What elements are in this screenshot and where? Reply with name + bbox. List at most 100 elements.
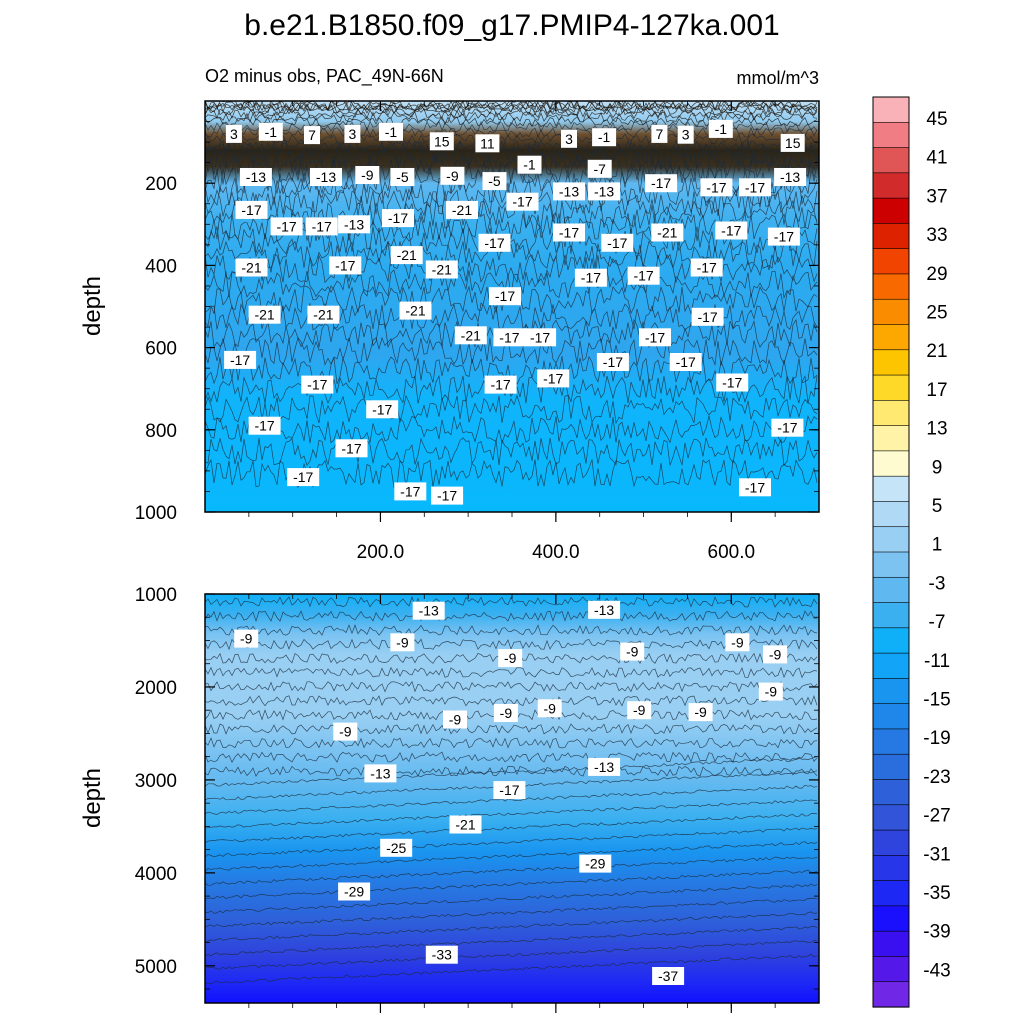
colorbar-swatch: [872, 374, 910, 401]
svg-text:-1: -1: [265, 124, 278, 140]
upper-contour-lines: [205, 101, 818, 488]
contour-label: -13: [239, 168, 272, 186]
colorbar-swatch: [872, 829, 910, 856]
svg-text:15: 15: [434, 133, 450, 149]
colorbar-label: -3: [929, 573, 946, 594]
colorbar-swatch: [872, 197, 910, 224]
contour-label: -13: [588, 600, 621, 619]
colorbar-label: -15: [923, 690, 950, 711]
y-tick-label: 4000: [135, 864, 177, 885]
contour-label: -13: [553, 182, 585, 201]
contour-label: -9: [725, 633, 750, 652]
contour-label: -9: [493, 704, 518, 722]
contour-label: -1: [592, 128, 617, 147]
colorbar-label: 5: [932, 496, 943, 517]
svg-text:-17: -17: [254, 418, 274, 434]
lower-contour-labels: -13 -13 -9 -9 -9 -9 -9 -9 -9 -9 -9 -9 -9 -9 -9 -13 -13 -1…: [234, 600, 788, 985]
svg-text:-13: -13: [316, 169, 336, 185]
svg-text:-17: -17: [774, 229, 794, 245]
lower-ylabel: depth: [79, 768, 106, 828]
svg-text:-9: -9: [504, 650, 517, 666]
colorbar-swatch: [872, 425, 910, 452]
colorbar-swatch: [872, 121, 910, 149]
svg-text:-9: -9: [626, 644, 639, 660]
svg-text:-9: -9: [633, 702, 646, 718]
contour-label: -1: [258, 122, 283, 141]
svg-text:7: 7: [656, 126, 664, 142]
contour-label: -1: [517, 155, 542, 174]
svg-text:-17: -17: [607, 235, 627, 251]
contour-label: 7: [304, 126, 320, 145]
contour-label: -17: [596, 353, 629, 371]
contour-label: -25: [380, 838, 413, 857]
colorbar-swatch: [872, 475, 910, 503]
colorbar-swatch: [872, 804, 910, 831]
colorbar-swatch: [872, 551, 910, 578]
svg-text:-17: -17: [721, 223, 741, 239]
contour-label: -17: [329, 256, 362, 275]
contour-label: -17: [739, 478, 771, 497]
contour-label: -17: [493, 781, 526, 800]
contour-label: -17: [537, 369, 570, 388]
svg-text:3: 3: [565, 131, 573, 147]
svg-text:-21: -21: [455, 817, 475, 833]
contour-label: -17: [524, 328, 557, 347]
colorbar-label: 25: [926, 303, 947, 324]
contour-label: 3: [225, 124, 242, 143]
svg-text:-17: -17: [230, 352, 250, 368]
svg-text:-21: -21: [405, 303, 425, 319]
svg-text:-17: -17: [388, 210, 408, 226]
svg-text:-17: -17: [722, 375, 742, 391]
contour-label: -17: [715, 221, 748, 240]
contour-label: -13: [774, 168, 807, 186]
colorbar-swatch: [872, 981, 910, 1008]
svg-text:-17: -17: [335, 257, 355, 273]
colorbar-swatch: [872, 526, 910, 553]
svg-text:-17: -17: [499, 782, 519, 798]
contour-label: -17: [639, 328, 671, 347]
svg-text:-9: -9: [694, 704, 707, 720]
contour-label: -13: [412, 601, 445, 620]
colorbar-swatch: [872, 779, 910, 806]
svg-text:-29: -29: [585, 856, 605, 872]
contour-label: -17: [645, 174, 678, 193]
svg-text:-9: -9: [769, 646, 782, 662]
svg-text:-25: -25: [386, 840, 406, 856]
svg-text:-21: -21: [397, 247, 417, 263]
colorbar-swatch: [872, 96, 910, 123]
contour-label: -9: [688, 703, 713, 722]
svg-text:-1: -1: [385, 124, 398, 140]
colorbar-label: -23: [923, 767, 950, 788]
svg-text:-17: -17: [484, 235, 504, 251]
svg-text:-17: -17: [645, 329, 665, 345]
upper-contour-labels: 3 -1 7 3 -115 11 3 -1 7 3 -115-13 -13 -9 -5 -9 -5-1-13-…: [224, 119, 807, 505]
svg-text:-9: -9: [765, 684, 778, 700]
y-tick-label: 5000: [135, 957, 177, 978]
colorbar-label: 41: [926, 148, 947, 169]
svg-text:-21: -21: [254, 307, 274, 323]
svg-text:-21: -21: [432, 262, 452, 278]
svg-text:-13: -13: [344, 216, 364, 232]
colorbar-swatch: [872, 703, 910, 730]
contour-label: -17: [484, 375, 517, 394]
contour-label: -9: [443, 710, 467, 729]
svg-text:-17: -17: [581, 270, 601, 286]
svg-text:-17: -17: [490, 377, 510, 393]
colorbar-label: -11: [924, 651, 950, 672]
colorbar-swatch: [872, 172, 910, 199]
svg-text:-21: -21: [241, 260, 261, 276]
colorbar-label: 17: [926, 380, 947, 401]
svg-text:-21: -21: [452, 202, 472, 218]
contour-label: -21: [248, 305, 281, 324]
colorbar-swatch: [872, 450, 910, 477]
svg-text:-17: -17: [530, 329, 550, 345]
contour-label: -17: [739, 178, 771, 197]
contour-label: -17: [690, 258, 723, 277]
colorbar-swatch: [872, 728, 910, 755]
svg-text:-29: -29: [344, 884, 364, 900]
colorbar-label: 21: [926, 341, 947, 362]
contour-label: -9: [620, 642, 645, 661]
svg-text:-9: -9: [446, 168, 459, 184]
svg-text:-1: -1: [598, 129, 611, 145]
colorbar-swatch: [872, 905, 910, 932]
